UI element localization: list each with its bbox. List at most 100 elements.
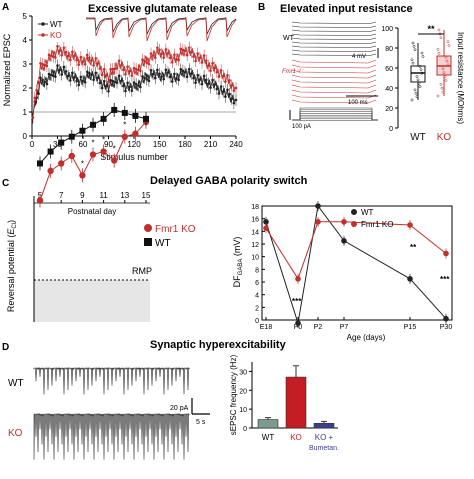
panel-a-series bbox=[31, 40, 238, 124]
panel-d-category-label: WT bbox=[262, 433, 275, 442]
panel-b-point-wt bbox=[411, 61, 415, 65]
panel-d-traces bbox=[33, 366, 190, 460]
panel-c-point-wt bbox=[37, 160, 43, 167]
panel-c-right-point-ko bbox=[263, 225, 269, 231]
panel-c-rmp-label: RMP bbox=[132, 266, 152, 276]
panel-c-right-stars-p0: *** bbox=[292, 297, 302, 306]
panel-a-point-ko bbox=[79, 55, 83, 59]
panel-b-wt-trace bbox=[291, 41, 377, 44]
panel-a-point-wt bbox=[230, 97, 234, 100]
panel-a-point-ko bbox=[230, 84, 234, 87]
panel-b-point-wt bbox=[419, 68, 423, 72]
panel-b-point-ko bbox=[441, 90, 445, 94]
panel-c-right-ytick-label: 14 bbox=[251, 229, 259, 236]
panel-d-scale-pa: 20 pA bbox=[170, 405, 189, 412]
panel-b-scale-pa: 100 pA bbox=[292, 124, 311, 130]
panel-b-ko-trace bbox=[291, 69, 377, 74]
panel-a-point-wt bbox=[170, 80, 174, 83]
panel-a-point-wt bbox=[164, 68, 168, 72]
panel-b-point-wt bbox=[416, 78, 420, 82]
panel-b-ytick-label: 80 bbox=[385, 46, 393, 53]
panel-b-point-ko bbox=[445, 59, 449, 63]
panel-c-point-ko bbox=[68, 152, 76, 160]
panel-a-ytick-label: 2 bbox=[23, 84, 28, 93]
panel-c-legend-wt-marker bbox=[144, 238, 152, 246]
panel-b-point-ko bbox=[437, 28, 441, 32]
panel-a-point-ko bbox=[175, 57, 178, 61]
panel-c-point-wt bbox=[100, 115, 107, 122]
panel-a-legend-box bbox=[36, 18, 74, 42]
panel-a-point-wt bbox=[139, 85, 142, 89]
panel-a-point-ko bbox=[149, 52, 153, 55]
panel-b-point-ko bbox=[444, 79, 448, 82]
panel-a-point-wt bbox=[90, 73, 93, 76]
panel-a-point-wt bbox=[109, 78, 112, 82]
panel-a-point-ko bbox=[96, 62, 100, 65]
panel-a-point-wt bbox=[96, 76, 100, 80]
panel-a-point-ko bbox=[200, 61, 204, 64]
panel-c-right-line-ko bbox=[265, 221, 447, 280]
panel-a-point-ko bbox=[71, 50, 74, 54]
panel-a-point-wt bbox=[85, 70, 89, 74]
panel-a-ytick-label: 5 bbox=[23, 12, 28, 21]
panel-c-right-ylabel: DFGABA (mV) bbox=[232, 237, 244, 288]
panel-a-point-wt bbox=[117, 74, 121, 78]
panel-b-title: Elevated input resistance bbox=[280, 3, 413, 15]
panel-c-ylabel-prefix: Reversal potential ( bbox=[6, 235, 16, 313]
panel-b-point-wt bbox=[413, 88, 417, 92]
panel-c-right-point-ko bbox=[407, 222, 413, 228]
panel-a-point-wt bbox=[136, 84, 140, 87]
panel-a-point-ko bbox=[90, 58, 93, 62]
panel-b-point-wt bbox=[410, 58, 414, 62]
panel-a-point-ko bbox=[181, 48, 185, 52]
panel-a-point-ko bbox=[128, 69, 132, 73]
panel-a-point-wt bbox=[209, 86, 212, 89]
panel-b-ytick-label: 0 bbox=[389, 126, 393, 133]
panel-c-letter: C bbox=[2, 178, 9, 189]
panel-b-point-wt bbox=[420, 51, 424, 55]
panel-c-sig-star: * bbox=[113, 144, 116, 153]
panel-a-point-wt bbox=[71, 71, 74, 75]
panel-c-right-xtick-label: P30 bbox=[440, 324, 453, 331]
panel-a-point-wt bbox=[132, 81, 136, 84]
panel-a-point-wt bbox=[181, 69, 185, 73]
panel-d-trace-ko-label: KO bbox=[8, 428, 23, 439]
panel-a-point-ko bbox=[41, 62, 44, 66]
panel-c-point-wt bbox=[47, 148, 54, 155]
panel-a-point-wt bbox=[124, 89, 127, 93]
panel-a-point-wt bbox=[122, 84, 125, 88]
panel-a-point-ko bbox=[211, 61, 214, 65]
panel-a-legend-wt: WT bbox=[50, 20, 63, 29]
panel-a-point-ko bbox=[224, 80, 227, 83]
panel-a-xtick-label: 0 bbox=[30, 140, 35, 149]
panel-c-point-ko bbox=[79, 172, 86, 179]
panel-b-point-ko bbox=[444, 55, 448, 59]
panel-c-right-series bbox=[263, 201, 449, 329]
panel-b-scale-ms: 100 ms bbox=[348, 100, 368, 106]
panel-c-point-wt bbox=[79, 127, 86, 134]
panel-a-xtick-label: 120 bbox=[127, 140, 141, 149]
panel-b: WT Fmr1⁻/⁻ 4 mV 100 ms 100 pA 0 20 40 60 80 1… bbox=[282, 21, 465, 143]
panel-a-point-wt bbox=[51, 74, 55, 78]
panel-a-point-ko bbox=[187, 46, 191, 49]
panel-d-bar bbox=[313, 422, 335, 429]
panel-a-point-ko bbox=[185, 53, 189, 57]
panel-a-point-ko bbox=[62, 46, 66, 50]
panel-a-point-ko bbox=[119, 64, 123, 67]
panel-c-right-legend-ko: Fmr1 KO bbox=[361, 220, 393, 229]
panel-b-point-wt bbox=[411, 41, 415, 45]
panel-a-point-wt bbox=[175, 77, 178, 80]
panel-a-point-wt bbox=[177, 78, 180, 82]
panel-b-point-ko bbox=[439, 36, 443, 40]
panel-a-point-ko bbox=[60, 53, 64, 57]
panel-a-point-ko bbox=[158, 48, 161, 52]
panel-a-point-ko bbox=[47, 53, 51, 57]
panel-a-point-wt bbox=[179, 68, 183, 71]
panel-b-point-ko bbox=[443, 75, 447, 78]
panel-a-point-ko bbox=[92, 64, 95, 67]
panel-c-ylabel-suffix: ) bbox=[6, 220, 16, 223]
panel-b-wt-trace bbox=[291, 33, 377, 36]
panel-c-right-chart: DFGABA (mV) Age (days) 0 2 4 6 8 10 12 14 16 18 E1… bbox=[232, 201, 453, 342]
panel-a-point-ko bbox=[179, 47, 183, 51]
panel-a-point-wt bbox=[168, 75, 172, 79]
